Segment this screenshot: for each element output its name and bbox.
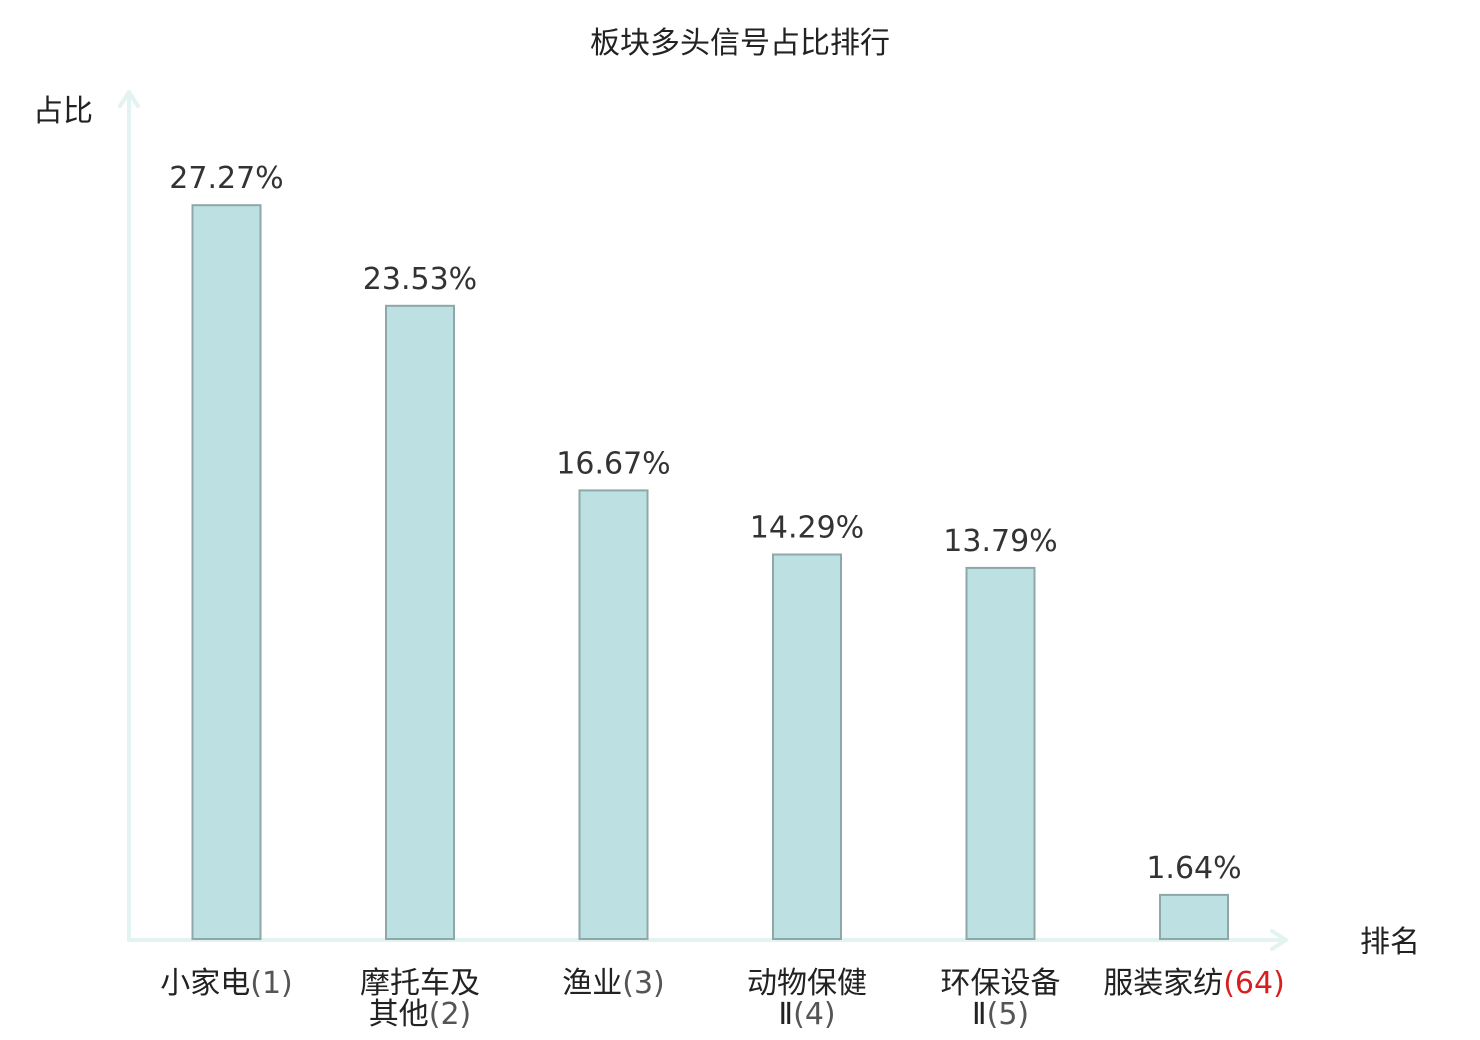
category-label-2-line-2: 其他(2)	[369, 997, 472, 1032]
category-label-5-line-1: 环保设备	[941, 966, 1061, 1001]
category-label-4-line-1: 动物保健	[747, 966, 867, 1001]
bar-6	[1159, 893, 1229, 941]
bar-1	[191, 204, 262, 940]
value-label-1: 27.27%	[169, 161, 283, 196]
category-label-1-line-1: 小家电(1)	[160, 966, 293, 1001]
rank-label-4: (4)	[793, 997, 836, 1032]
rank-label-3: (3)	[622, 966, 665, 1001]
rank-label-5: (5)	[987, 997, 1030, 1032]
axes	[118, 90, 1288, 951]
x-axis-label: 排名	[1360, 925, 1420, 960]
chart-title: 板块多头信号占比排行	[590, 26, 890, 61]
value-label-3: 16.67%	[556, 446, 670, 481]
category-label-2-line-1: 摩托车及	[360, 966, 480, 1001]
category-label-3-line-1: 渔业(3)	[562, 966, 665, 1001]
bar-5	[965, 566, 1036, 941]
y-axis-label: 占比	[33, 94, 93, 129]
bar-3	[578, 489, 649, 940]
bar-4	[772, 553, 842, 940]
value-label-6: 1.64%	[1146, 851, 1241, 886]
category-label-4-line-2: Ⅱ(4)	[778, 997, 835, 1032]
value-labels-group: 27.27% 23.53% 16.67% 14.29% 13.79% 1.64%	[169, 161, 1241, 886]
bars-group	[191, 204, 1229, 941]
y-axis-arrow-icon	[118, 90, 140, 108]
x-axis-arrow-icon	[1270, 929, 1288, 951]
rank-label-6: (64)	[1223, 966, 1285, 1001]
value-label-5: 13.79%	[943, 524, 1057, 559]
rank-label-1: (1)	[250, 966, 293, 1001]
rank-label-2: (2)	[429, 997, 472, 1032]
value-label-4: 14.29%	[750, 511, 864, 546]
value-label-2: 23.53%	[363, 262, 477, 297]
bar-2	[385, 304, 455, 940]
category-label-5-line-2: Ⅱ(5)	[972, 997, 1029, 1032]
category-label-6-line-1: 服装家纺(64)	[1103, 966, 1285, 1001]
